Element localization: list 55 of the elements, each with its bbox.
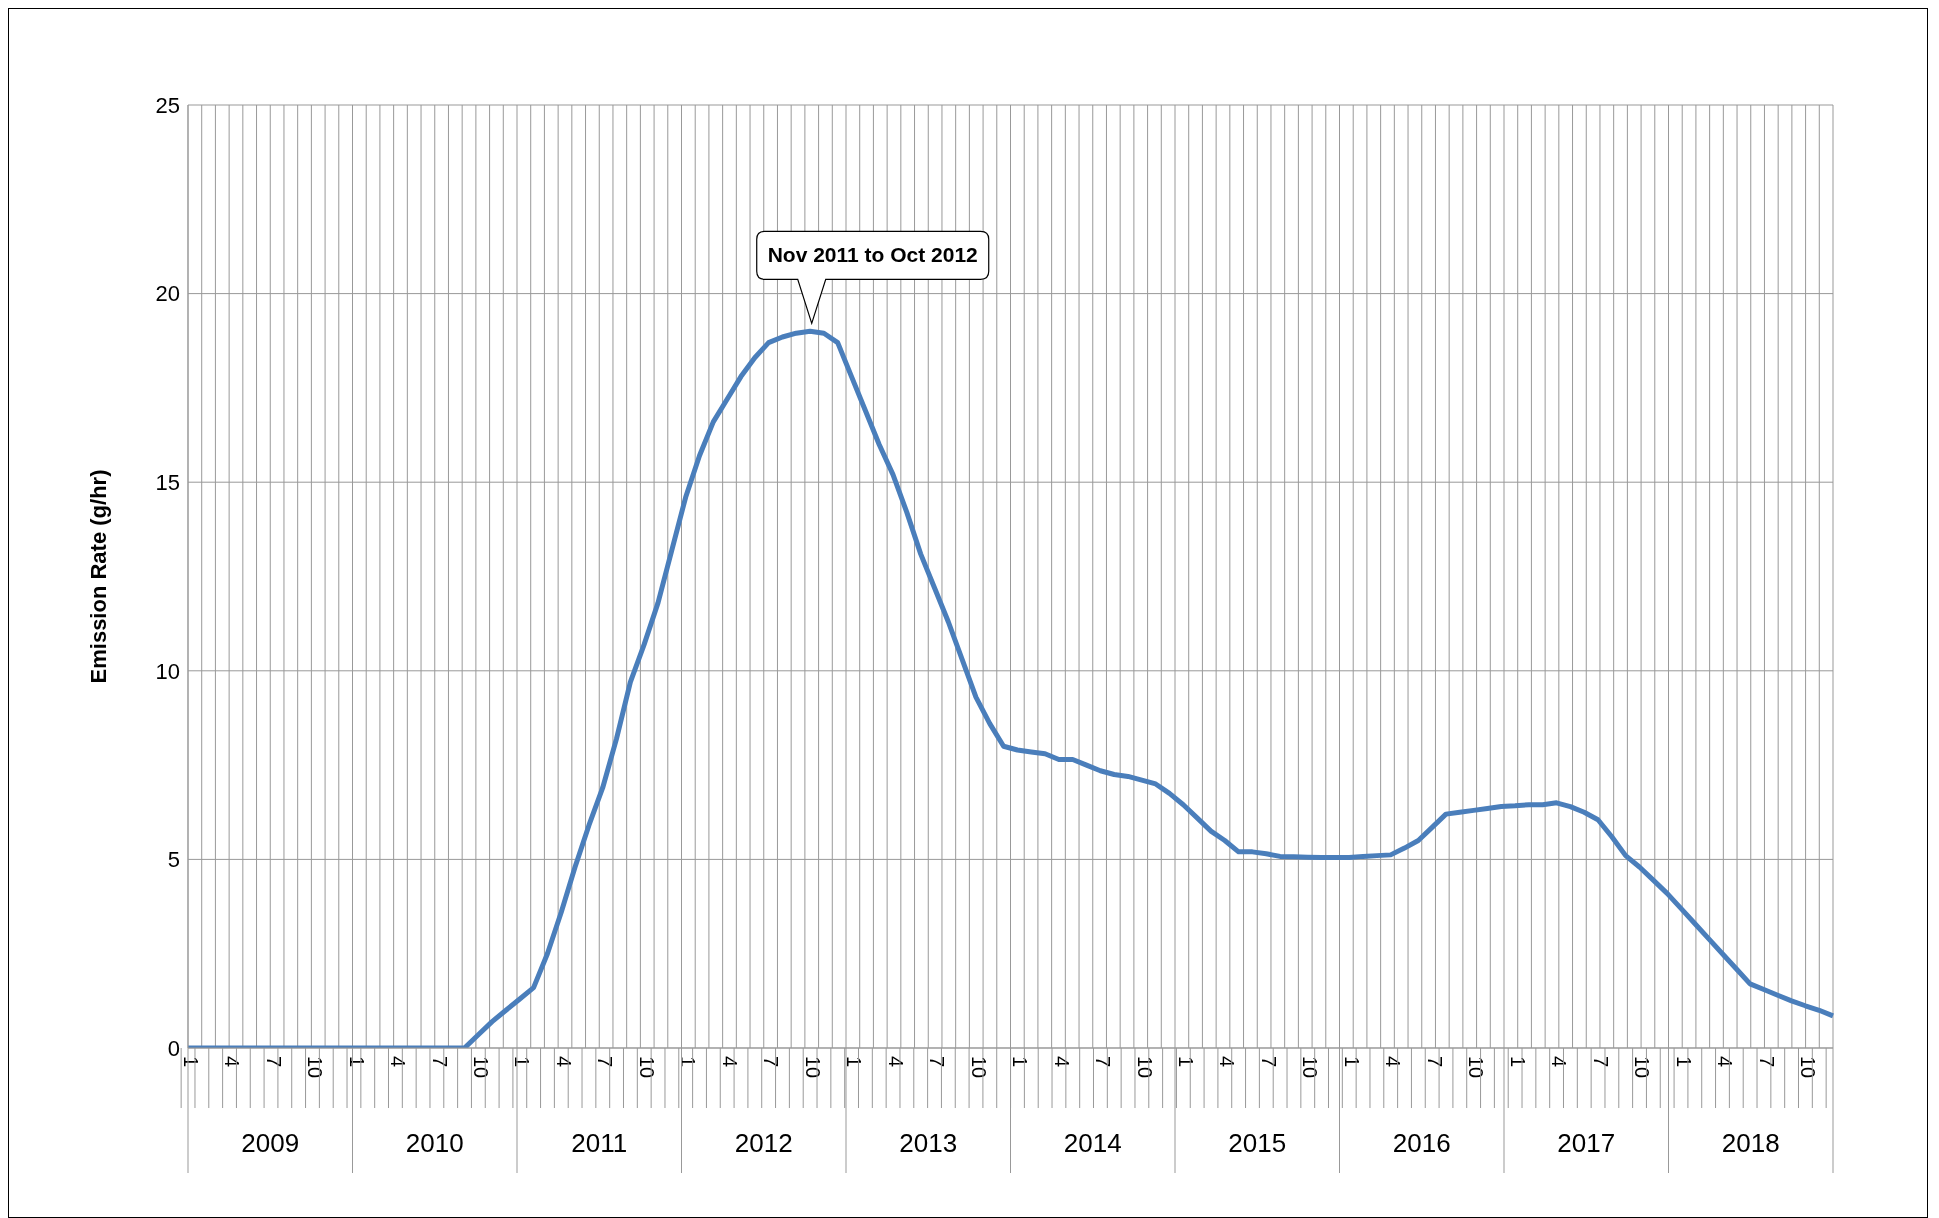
x-tick-label: 1: [1175, 1056, 1198, 1068]
x-tick-label: 7: [1092, 1056, 1115, 1068]
text: 2016: [1392, 1128, 1451, 1158]
y-tick-label: 5: [167, 847, 180, 873]
x-tick-label: 10: [1465, 1056, 1488, 1079]
x-tick-label: 10: [470, 1056, 493, 1079]
text: 2009: [241, 1128, 300, 1158]
annotation: Nov 2011 to Oct 2012: [767, 243, 978, 267]
x-tick-label: 4: [387, 1056, 410, 1068]
x-tick-label: 4: [221, 1056, 244, 1068]
x-tick-label: 7: [594, 1056, 617, 1068]
x-tick-label: 7: [1423, 1056, 1446, 1068]
x-tick-label: 1: [179, 1056, 202, 1068]
x-tick-label: 10: [1299, 1056, 1322, 1079]
text: 2018: [1721, 1128, 1780, 1158]
x-tick-label: 7: [926, 1056, 949, 1068]
x-tick-label: 4: [884, 1056, 907, 1068]
x-tick-label: 4: [718, 1056, 741, 1068]
x-tick-label: 10: [635, 1056, 658, 1079]
x-tick-label: 4: [1382, 1056, 1405, 1068]
x-tick-label: 10: [1797, 1056, 1820, 1079]
text: 2012: [734, 1128, 793, 1158]
x-tick-label: 4: [1714, 1056, 1737, 1068]
y-tick-label: 0: [167, 1035, 180, 1061]
x-tick-label: 10: [1631, 1056, 1654, 1079]
x-tick-label: 10: [304, 1056, 327, 1079]
x-tick-label: 1: [1506, 1056, 1529, 1068]
y-axis-title: Emission Rate (g/hr): [85, 469, 111, 684]
y-tick-label: 20: [155, 281, 180, 307]
text: 2017: [1557, 1128, 1616, 1158]
x-tick-label: 10: [801, 1056, 824, 1079]
text: 2014: [1063, 1128, 1122, 1158]
x-tick-label: 1: [511, 1056, 534, 1068]
x-tick-label: 7: [262, 1056, 285, 1068]
x-tick-label: 10: [1133, 1056, 1156, 1079]
x-tick-label: 4: [1216, 1056, 1239, 1068]
x-tick-label: 7: [1257, 1056, 1280, 1068]
x-tick-label: 4: [1050, 1056, 1073, 1068]
x-tick-label: 1: [1009, 1056, 1032, 1068]
x-tick-label: 7: [760, 1056, 783, 1068]
x-tick-label: 10: [967, 1056, 990, 1079]
x-tick-label: 4: [552, 1056, 575, 1068]
x-tick-label: 1: [1340, 1056, 1363, 1068]
y-tick-label: 10: [155, 658, 180, 684]
x-tick-label: 1: [345, 1056, 368, 1068]
text: 2011: [571, 1128, 628, 1158]
y-tick-label: 25: [155, 92, 180, 118]
x-tick-label: 7: [428, 1056, 451, 1068]
text: 2010: [405, 1128, 464, 1158]
y-tick-label: 15: [155, 470, 180, 496]
x-tick-label: 7: [1755, 1056, 1778, 1068]
text: 2013: [899, 1128, 958, 1158]
x-tick-label: 7: [1589, 1056, 1612, 1068]
x-tick-label: 1: [1672, 1056, 1695, 1068]
text: 2015: [1228, 1128, 1287, 1158]
